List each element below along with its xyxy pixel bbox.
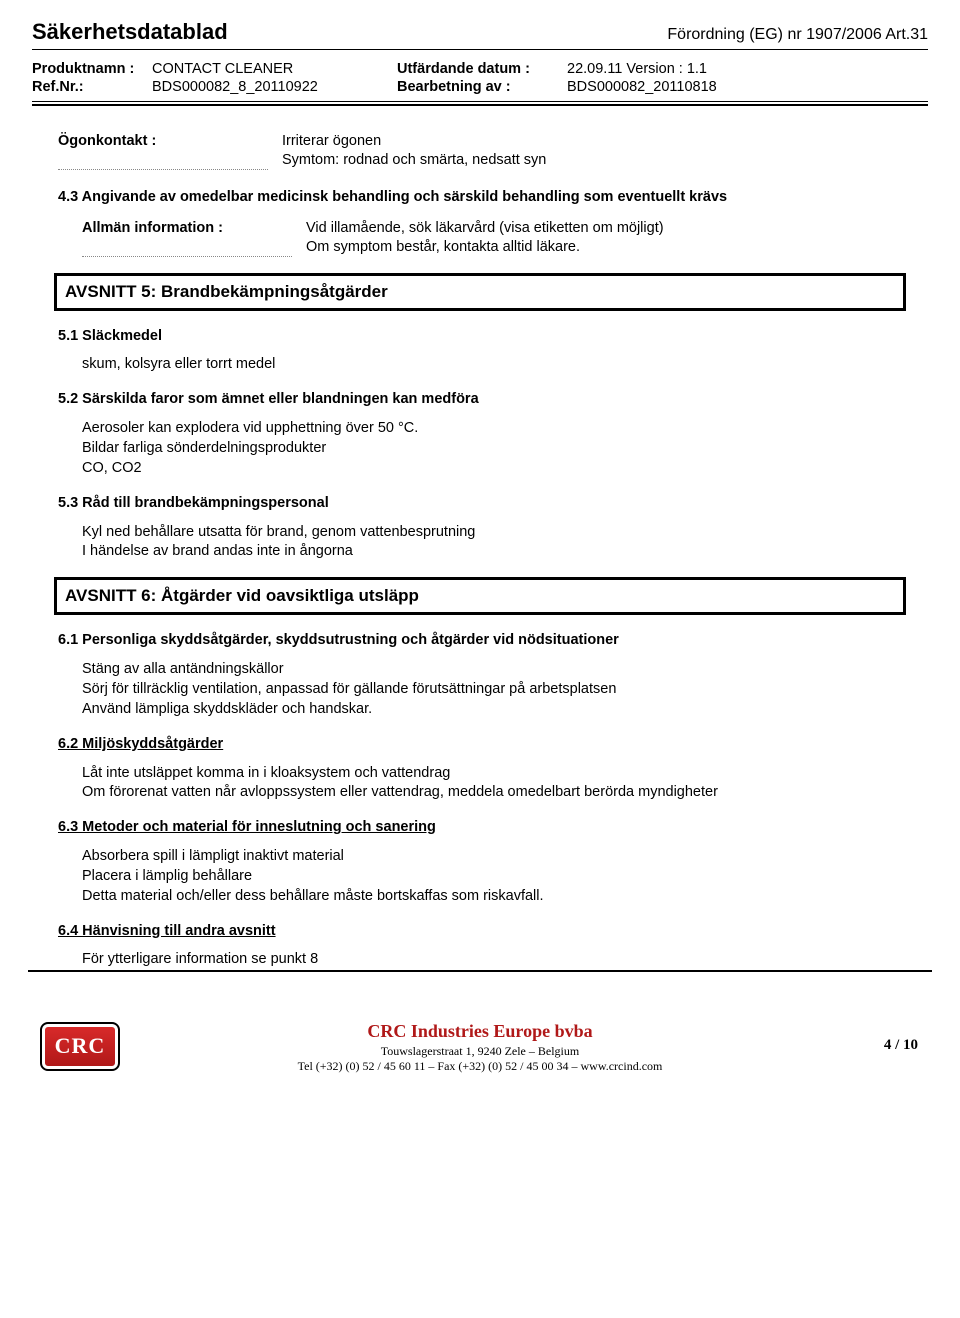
crc-logo: CRC	[42, 1024, 118, 1069]
body-5-3: Kyl ned behållare utsatta för brand, gen…	[58, 523, 902, 562]
s61-l3: Använd lämpliga skyddskläder och handska…	[82, 700, 902, 719]
issue-value: 22.09.11 Version : 1.1	[567, 60, 928, 79]
eye-line2: Symtom: rodnad och smärta, nedsatt syn	[282, 151, 902, 170]
section-5-title: AVSNITT 5: Brandbekämpningsåtgärder	[65, 282, 388, 301]
geninfo-line1: Vid illamående, sök läkarvård (visa etik…	[306, 219, 902, 238]
general-info-value: Vid illamående, sök läkarvård (visa etik…	[306, 219, 902, 257]
section-6-bar: AVSNITT 6: Åtgärder vid oavsiktliga utsl…	[54, 577, 906, 615]
s63-l1: Absorbera spill i lämpligt inaktivt mate…	[82, 847, 902, 866]
s52-l3: CO, CO2	[82, 459, 902, 478]
eye-contact-value: Irriterar ögonen Symtom: rodnad och smär…	[282, 132, 902, 170]
footer-block: CRC CRC Industries Europe bvba Touwslage…	[32, 970, 928, 1073]
eye-contact-label: Ögonkontakt :	[58, 132, 268, 170]
footer-divider	[28, 970, 932, 972]
divider-thick	[32, 104, 928, 106]
body-6-1: Stäng av alla antändningskällor Sörj för…	[58, 660, 902, 719]
section-6-title: AVSNITT 6: Åtgärder vid oavsiktliga utsl…	[65, 586, 419, 605]
body-6-4: För ytterligare information se punkt 8	[58, 950, 902, 969]
footer: CRC CRC Industries Europe bvba Touwslage…	[32, 1016, 928, 1073]
body-6-3: Absorbera spill i lämpligt inaktivt mate…	[58, 847, 902, 906]
s61-l1: Stäng av alla antändningskällor	[82, 660, 902, 679]
heading-5-3: 5.3 Råd till brandbekämpningspersonal	[58, 494, 902, 513]
s52-l2: Bildar farliga sönderdelningsprodukter	[82, 439, 902, 458]
heading-6-1: 6.1 Personliga skyddsåtgärder, skyddsutr…	[58, 631, 902, 650]
s64-l1: För ytterligare information se punkt 8	[82, 950, 902, 969]
s63-l2: Placera i lämplig behållare	[82, 867, 902, 886]
heading-5-1: 5.1 Släckmedel	[58, 327, 902, 346]
heading-6-3: 6.3 Metoder och material för inneslutnin…	[58, 818, 902, 837]
general-info-row: Allmän information : Vid illamående, sök…	[82, 219, 902, 257]
ref-value: BDS000082_8_20110922	[152, 78, 397, 97]
doc-title: Säkerhetsdatablad	[32, 18, 228, 47]
heading-6-2: 6.2 Miljöskyddsåtgärder	[58, 735, 902, 754]
general-info-block: Allmän information : Vid illamående, sök…	[58, 219, 902, 257]
body-6-2: Låt inte utsläppet komma in i kloaksyste…	[58, 764, 902, 803]
s53-l1: Kyl ned behållare utsatta för brand, gen…	[82, 523, 902, 542]
company-address: Touwslagerstraat 1, 9240 Zele – Belgium	[32, 1044, 928, 1059]
section-5-bar: AVSNITT 5: Brandbekämpningsåtgärder	[54, 273, 906, 311]
rev-value: BDS000082_20110818	[567, 78, 928, 97]
regulation-text: Förordning (EG) nr 1907/2006 Art.31	[667, 25, 928, 46]
page-header: Säkerhetsdatablad Förordning (EG) nr 190…	[32, 18, 928, 47]
s62-l1: Låt inte utsläppet komma in i kloaksyste…	[82, 764, 902, 783]
heading-4-3: 4.3 Angivande av omedelbar medicinsk beh…	[58, 188, 902, 207]
eye-contact-row: Ögonkontakt : Irriterar ögonen Symtom: r…	[58, 132, 902, 170]
company-contact: Tel (+32) (0) 52 / 45 60 11 – Fax (+32) …	[32, 1059, 928, 1074]
geninfo-line2: Om symptom består, kontakta alltid läkar…	[306, 238, 902, 257]
divider	[32, 49, 928, 50]
s53-l2: I händelse av brand andas inte in ångorn…	[82, 542, 902, 561]
page-number: 4 / 10	[884, 1036, 918, 1056]
logo-text: CRC	[55, 1032, 106, 1061]
footer-center: CRC Industries Europe bvba Touwslagerstr…	[32, 1020, 928, 1073]
body-5-2: Aerosoler kan explodera vid upphettning …	[58, 419, 902, 478]
divider	[32, 101, 928, 102]
product-label: Produktnamn :	[32, 60, 152, 79]
issue-label: Utfärdande datum :	[397, 60, 567, 79]
ref-label: Ref.Nr.:	[32, 78, 152, 97]
s51-text: skum, kolsyra eller torrt medel	[82, 355, 902, 374]
company-name: CRC Industries Europe bvba	[32, 1020, 928, 1043]
body-5-1: skum, kolsyra eller torrt medel	[58, 355, 902, 374]
s63-l3: Detta material och/eller dess behållare …	[82, 887, 902, 906]
heading-6-4: 6.4 Hänvisning till andra avsnitt	[58, 922, 902, 941]
s61-l2: Sörj för tillräcklig ventilation, anpass…	[82, 680, 902, 699]
rev-label: Bearbetning av :	[397, 78, 567, 97]
s62-l2: Om förorenat vatten når avloppssystem el…	[82, 783, 902, 802]
eye-line1: Irriterar ögonen	[282, 132, 902, 151]
product-value: CONTACT CLEANER	[152, 60, 397, 79]
meta-table: Produktnamn : CONTACT CLEANER Utfärdande…	[32, 60, 928, 98]
general-info-label: Allmän information :	[82, 219, 292, 257]
s52-l1: Aerosoler kan explodera vid upphettning …	[82, 419, 902, 438]
main-content: Ögonkontakt : Irriterar ögonen Symtom: r…	[32, 110, 928, 969]
heading-5-2: 5.2 Särskilda faror som ämnet eller blan…	[58, 390, 902, 409]
